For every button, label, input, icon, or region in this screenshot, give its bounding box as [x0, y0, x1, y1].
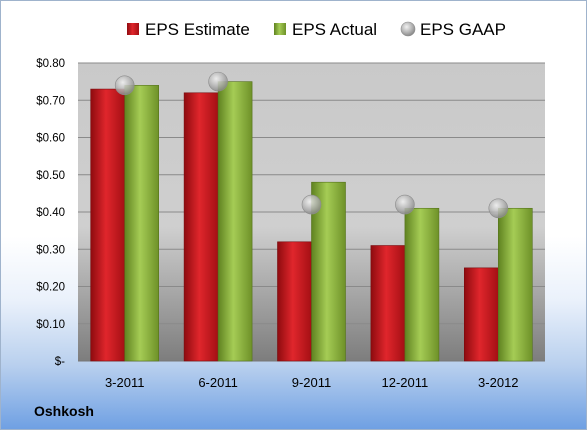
bar-eps-actual [124, 85, 159, 362]
bar-eps-actual [217, 81, 253, 362]
marker-eps-gaap [488, 198, 509, 219]
company-label: Oshkosh [34, 403, 94, 419]
y-tick-label: $0.30 [36, 244, 65, 256]
bar-eps-actual [497, 207, 533, 362]
legend-label: EPS Actual [292, 20, 377, 39]
bar-eps-estimate [183, 92, 219, 362]
y-tick-label: $0.40 [36, 207, 65, 219]
x-category-label: 12-2011 [382, 375, 429, 390]
bar-eps-estimate [277, 241, 312, 362]
legend: EPS Estimate EPS Actual EPS GAAP [127, 20, 506, 39]
y-tick-label: $0.10 [36, 319, 65, 331]
x-axis-categories: 3-2011 6-2011 9-2011 12-2011 3-2012 [105, 375, 519, 390]
marker-eps-gaap [301, 194, 322, 215]
bar-eps-estimate [463, 267, 499, 362]
legend-label: EPS GAAP [420, 20, 506, 39]
x-category-label: 3-2012 [478, 375, 518, 390]
bar-eps-estimate [370, 245, 406, 362]
x-category-label: 3-2011 [105, 375, 145, 390]
y-tick-label: $0.20 [36, 282, 65, 294]
legend-swatch [400, 21, 416, 37]
y-tick-label: $- [55, 356, 65, 368]
y-tick-label: $0.60 [36, 133, 65, 145]
bars [90, 71, 533, 362]
legend-swatch [127, 23, 139, 35]
legend-swatch [274, 23, 286, 35]
marker-eps-gaap [395, 194, 415, 215]
y-tick-label: $0.70 [36, 95, 65, 107]
x-category-label: 6-2011 [198, 375, 238, 390]
bar-eps-actual [404, 207, 440, 362]
legend-label: EPS Estimate [145, 20, 250, 39]
x-category-label: 9-2011 [292, 375, 332, 390]
marker-eps-gaap [208, 71, 228, 92]
y-tick-label: $0.50 [36, 170, 65, 182]
y-axis-ticks: $0.80 $0.70 $0.60 $0.50 $0.40 $0.30 $0.20 $0.10… [36, 58, 65, 368]
y-tick-label: $0.80 [36, 58, 65, 70]
bar-eps-estimate [90, 88, 125, 362]
marker-eps-gaap [114, 75, 135, 96]
